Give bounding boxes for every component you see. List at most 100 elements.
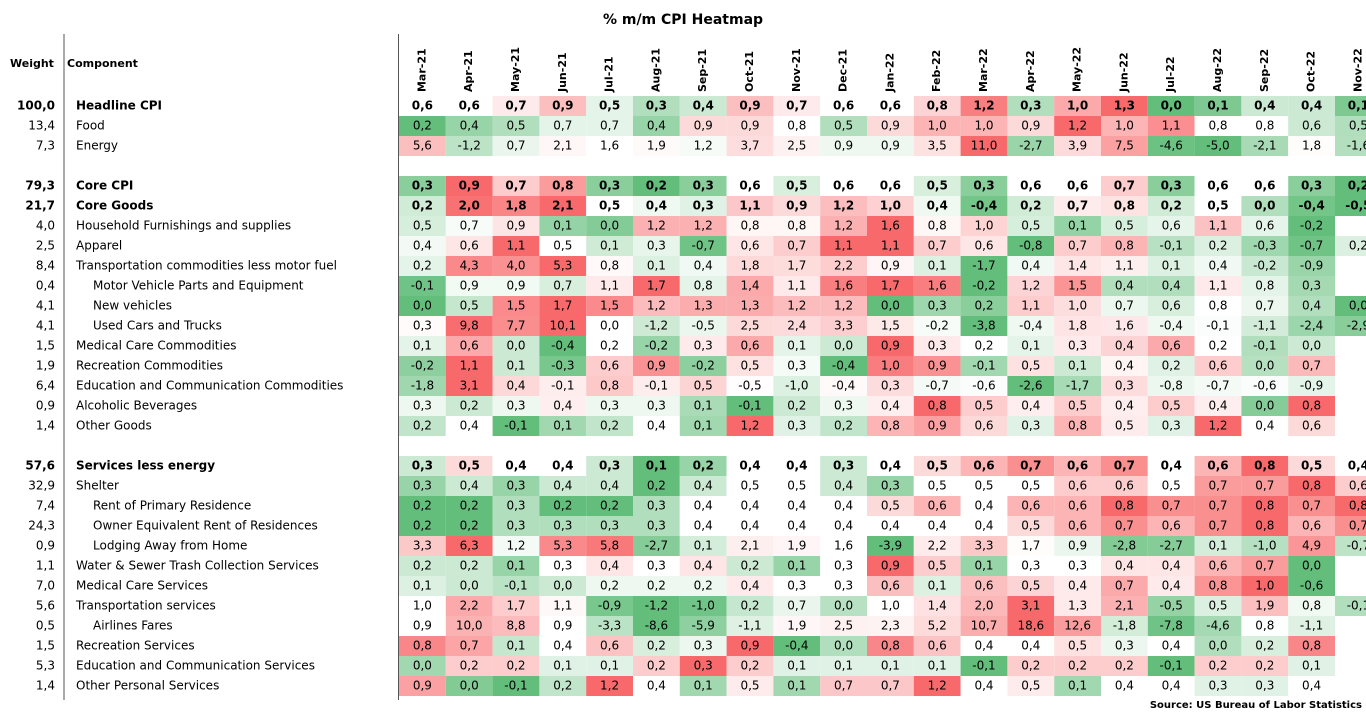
row-weight: 0,4 (36, 279, 55, 293)
heatmap-cell (867, 396, 914, 416)
cell-value: 0,9 (553, 619, 572, 633)
heatmap-cell (960, 556, 1008, 576)
heatmap-cell (1335, 516, 1366, 536)
heatmap-cell (1147, 316, 1195, 336)
heatmap-cell (679, 376, 727, 396)
heatmap-cell (773, 176, 821, 196)
cell-value: 0,4 (552, 459, 573, 473)
cell-value: 0,6 (1302, 119, 1321, 133)
cell-value: 10,1 (549, 319, 576, 333)
heatmap-cell (1288, 536, 1335, 556)
heatmap-cell (960, 176, 1008, 196)
cell-value: 0,8 (1114, 199, 1135, 213)
heatmap-cell (913, 496, 961, 516)
cell-value: 0,9 (928, 359, 947, 373)
cell-value: 0,0 (834, 599, 853, 613)
cell-value: 1,8 (505, 199, 526, 213)
cell-value: 2,5 (740, 319, 759, 333)
cell-value: 0,7 (786, 99, 807, 113)
row-label: Core CPI (76, 179, 133, 193)
heatmap-cell (867, 516, 914, 536)
heatmap-cell (539, 216, 587, 236)
cell-value: 0,4 (881, 399, 900, 413)
cell-value: 0,8 (1208, 299, 1227, 313)
heatmap-cell (867, 356, 914, 376)
cell-value: 8,8 (506, 619, 525, 633)
heatmap-cell (539, 356, 587, 376)
cell-value: 5,8 (600, 539, 619, 553)
cell-value: 0,4 (1162, 639, 1181, 653)
cell-value: 0,4 (1255, 419, 1274, 433)
cell-value: 0,5 (928, 559, 947, 573)
cell-value: -2,4 (1300, 319, 1323, 333)
heatmap-cell (679, 536, 727, 556)
heatmap-cell (773, 196, 821, 216)
heatmap-cell (960, 476, 1008, 496)
heatmap-cell (586, 676, 633, 696)
heatmap-cell (1101, 656, 1148, 676)
heatmap-cell (1147, 536, 1195, 556)
cell-value: -0,7 (1300, 239, 1323, 253)
heatmap-cell (1288, 236, 1335, 256)
heatmap-cell (1288, 136, 1335, 156)
heatmap-cell (586, 576, 633, 596)
cell-value: 0,4 (1115, 679, 1134, 693)
cell-value: 0,4 (647, 119, 666, 133)
cell-value: 0,3 (834, 559, 853, 573)
cell-value: -0,8 (1159, 379, 1182, 393)
heatmap-cell (539, 536, 587, 556)
heatmap-cell (960, 116, 1008, 136)
heatmap-cell (726, 416, 774, 436)
heatmap-cell (586, 456, 633, 476)
cell-value: 0,3 (881, 379, 900, 393)
cell-value: 0,3 (787, 419, 806, 433)
cell-value: 0,8 (413, 639, 432, 653)
row-label: Owner Equivalent Rent of Residences (93, 519, 318, 533)
cell-value: 0,5 (506, 119, 525, 133)
heatmap-cell (492, 116, 540, 136)
row-label: New vehicles (93, 299, 172, 313)
cell-value: 1,2 (600, 679, 619, 693)
cell-value: 0,5 (1207, 199, 1228, 213)
cell-value: 1,2 (694, 139, 713, 153)
cell-value: 0,3 (1302, 279, 1321, 293)
cell-value: 0,6 (1208, 359, 1227, 373)
heatmap-cell (1241, 636, 1289, 656)
cell-value: -1,0 (691, 599, 714, 613)
heatmap-cell (1335, 136, 1366, 156)
heatmap-cell (1147, 356, 1195, 376)
heatmap-cell (492, 236, 540, 256)
heatmap-cell (445, 236, 493, 256)
heatmap-cell (399, 136, 446, 156)
heatmap-cell (399, 396, 446, 416)
heatmap-cell (445, 656, 493, 676)
cell-value: -0,9 (598, 599, 621, 613)
heatmap-cell (445, 516, 493, 536)
heatmap-cell (679, 216, 727, 236)
heatmap-cell (399, 256, 446, 276)
cell-value: 0,5 (1162, 479, 1181, 493)
cell-value: 1,1 (460, 359, 479, 373)
heatmap-cell (679, 196, 727, 216)
heatmap-cell (1335, 176, 1366, 196)
cell-value: 0,6 (1207, 179, 1228, 193)
cell-value: -0,4 (551, 339, 574, 353)
heatmap-cell (399, 596, 446, 616)
heatmap-cell (679, 176, 727, 196)
heatmap-cell (1007, 276, 1055, 296)
cell-value: 0,2 (553, 499, 572, 513)
heatmap-cell (1194, 496, 1242, 516)
cell-value: 0,4 (974, 499, 993, 513)
chart-title: % m/m CPI Heatmap (602, 12, 764, 28)
cell-value: 0,5 (927, 459, 948, 473)
cell-value: -0,3 (551, 359, 574, 373)
cell-value: 0,1 (1068, 219, 1087, 233)
cell-value: 0,1 (600, 659, 619, 673)
heatmap-cell (1147, 476, 1195, 496)
cell-value: 0,5 (974, 479, 993, 493)
cell-value: 0,0 (506, 339, 525, 353)
cell-value: 0,4 (1254, 99, 1275, 113)
heatmap-cell (1194, 96, 1242, 116)
heatmap-cell (1194, 116, 1242, 136)
heatmap-cell (633, 416, 680, 436)
